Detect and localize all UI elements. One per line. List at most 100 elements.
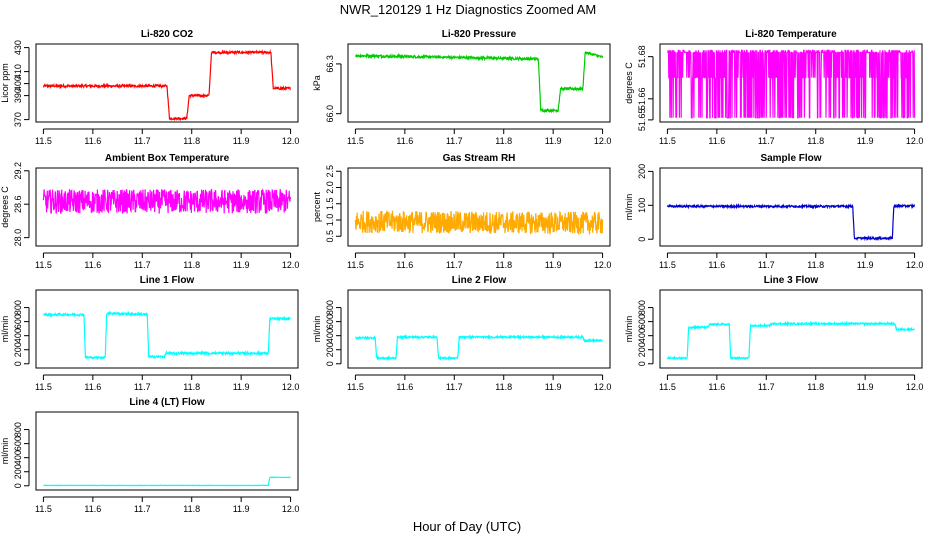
y-tick-label: 390 [13, 88, 23, 103]
x-tick-label: 11.9 [545, 382, 562, 392]
x-tick-label: 11.5 [659, 136, 676, 146]
x-tick-label: 11.8 [183, 260, 200, 270]
y-tick-label: 51.68 [637, 45, 647, 68]
y-tick-label: 800 [325, 300, 335, 315]
x-tick-label: 11.8 [807, 260, 824, 270]
panel-3: Li-820 Temperature 11.5 11.6 11.7 11.8 11.9 12… [624, 29, 923, 146]
x-tick-label: 11.6 [708, 382, 725, 392]
y-axis-label: kPa [312, 75, 322, 91]
x-tick-label: 11.6 [84, 504, 101, 514]
x-tick-label: 11.9 [545, 260, 562, 270]
x-tick-label: 11.6 [708, 260, 725, 270]
series-line [667, 49, 916, 119]
x-tick-label: 12.0 [906, 260, 924, 270]
y-tick-label: 51.65 [637, 109, 647, 132]
x-tick-label: 11.6 [396, 382, 413, 392]
x-tick-label: 11.9 [857, 260, 874, 270]
plot-frame [659, 167, 923, 247]
y-tick-label: 0 [637, 361, 647, 366]
y-axis-label: ml/min [312, 316, 322, 343]
x-tick-label: 11.5 [35, 382, 52, 392]
x-tick-label: 12.0 [282, 260, 300, 270]
x-axis-label: Hour of Day (UTC) [413, 519, 521, 534]
plot-frame [659, 289, 923, 369]
x-tick-label: 11.5 [35, 260, 52, 270]
panels-group: Li-820 CO2 11.5 11.6 11.7 11.8 11.9 12.0 370 390… [0, 29, 923, 514]
x-tick-label: 11.6 [84, 136, 101, 146]
x-tick-label: 11.9 [857, 382, 874, 392]
y-tick-label: 29.2 [13, 162, 23, 180]
x-tick-label: 11.9 [233, 504, 250, 514]
x-tick-label: 11.5 [659, 260, 676, 270]
x-tick-label: 11.7 [446, 136, 463, 146]
panel-title: Li-820 CO2 [141, 29, 194, 40]
panel-8: Line 2 Flow 11.5 11.6 11.7 11.8 11.9 12.0 0 2004… [312, 275, 611, 392]
x-tick-label: 11.6 [84, 382, 101, 392]
panel-title: Sample Flow [760, 153, 821, 164]
x-tick-label: 12.0 [282, 504, 300, 514]
series-line [354, 210, 604, 236]
panel-6: Sample Flow 11.5 11.6 11.7 11.8 11.9 12.0 0 100 2… [624, 153, 923, 270]
y-tick-label: 0 [13, 361, 23, 366]
y-tick-label: 66.0 [325, 105, 335, 123]
y-axis-label: ml/min [0, 438, 10, 465]
x-tick-label: 11.8 [807, 136, 824, 146]
panel-title: Line 2 Flow [452, 275, 507, 286]
x-tick-label: 11.5 [347, 382, 364, 392]
panel-10: Line 4 (LT) Flow 11.5 11.6 11.7 11.8 11.9 12.0… [0, 397, 299, 514]
figure-title: NWR_120129 1 Hz Diagnostics Zoomed AM [340, 2, 597, 17]
y-tick-label: 800 [13, 422, 23, 437]
y-tick-label: 400 [637, 328, 647, 343]
panel-9: Line 3 Flow 11.5 11.6 11.7 11.8 11.9 12.0 0 2004… [624, 275, 923, 392]
y-tick-label: 51.66 [637, 88, 647, 111]
y-axis-label: Licor ppm [0, 63, 10, 103]
x-tick-label: 12.0 [906, 136, 924, 146]
x-tick-label: 11.7 [134, 504, 151, 514]
y-tick-label: 0 [637, 237, 647, 242]
plot-frame [347, 167, 611, 247]
panel-title: Line 1 Flow [140, 275, 195, 286]
x-tick-label: 11.6 [84, 260, 101, 270]
x-tick-label: 12.0 [594, 136, 612, 146]
x-tick-label: 12.0 [906, 382, 924, 392]
y-tick-label: 400 [13, 76, 23, 91]
x-tick-label: 11.9 [233, 382, 250, 392]
series-line [42, 188, 292, 214]
x-tick-label: 11.7 [758, 136, 775, 146]
x-tick-label: 11.7 [758, 382, 775, 392]
plot-frame [347, 289, 611, 369]
y-tick-label: 410 [13, 64, 23, 79]
x-tick-label: 11.8 [183, 504, 200, 514]
x-tick-label: 12.0 [594, 382, 612, 392]
x-tick-label: 12.0 [282, 382, 300, 392]
x-tick-label: 11.5 [35, 504, 52, 514]
plot-frame [347, 43, 611, 123]
x-tick-label: 11.5 [35, 136, 52, 146]
y-axis-label: percent [312, 191, 322, 222]
y-tick-label: 600 [325, 314, 335, 329]
y-tick-label: 200 [13, 464, 23, 479]
y-tick-label: 400 [13, 328, 23, 343]
x-tick-label: 11.7 [446, 260, 463, 270]
y-axis-label: degrees C [624, 62, 634, 104]
x-tick-label: 11.5 [347, 260, 364, 270]
series-line [354, 334, 603, 361]
y-tick-label: 1.5 [325, 197, 335, 210]
plot-frame [35, 411, 299, 491]
x-tick-label: 11.6 [708, 136, 725, 146]
y-axis-label: ml/min [624, 316, 634, 343]
y-tick-label: 600 [13, 314, 23, 329]
plot-frame [659, 43, 923, 123]
y-tick-label: 600 [637, 314, 647, 329]
x-tick-label: 11.8 [495, 260, 512, 270]
x-tick-label: 11.7 [134, 382, 151, 392]
x-tick-label: 11.5 [659, 382, 676, 392]
y-tick-label: 400 [325, 328, 335, 343]
panel-title: Gas Stream RH [443, 153, 516, 164]
panel-5: Gas Stream RH 11.5 11.6 11.7 11.8 11.9 12.0 0.5… [312, 153, 611, 270]
y-tick-label: 430 [13, 40, 23, 55]
y-tick-label: 600 [13, 436, 23, 451]
series-line [42, 310, 292, 361]
panel-7: Line 1 Flow 11.5 11.6 11.7 11.8 11.9 12.0 0 2004… [0, 275, 299, 392]
